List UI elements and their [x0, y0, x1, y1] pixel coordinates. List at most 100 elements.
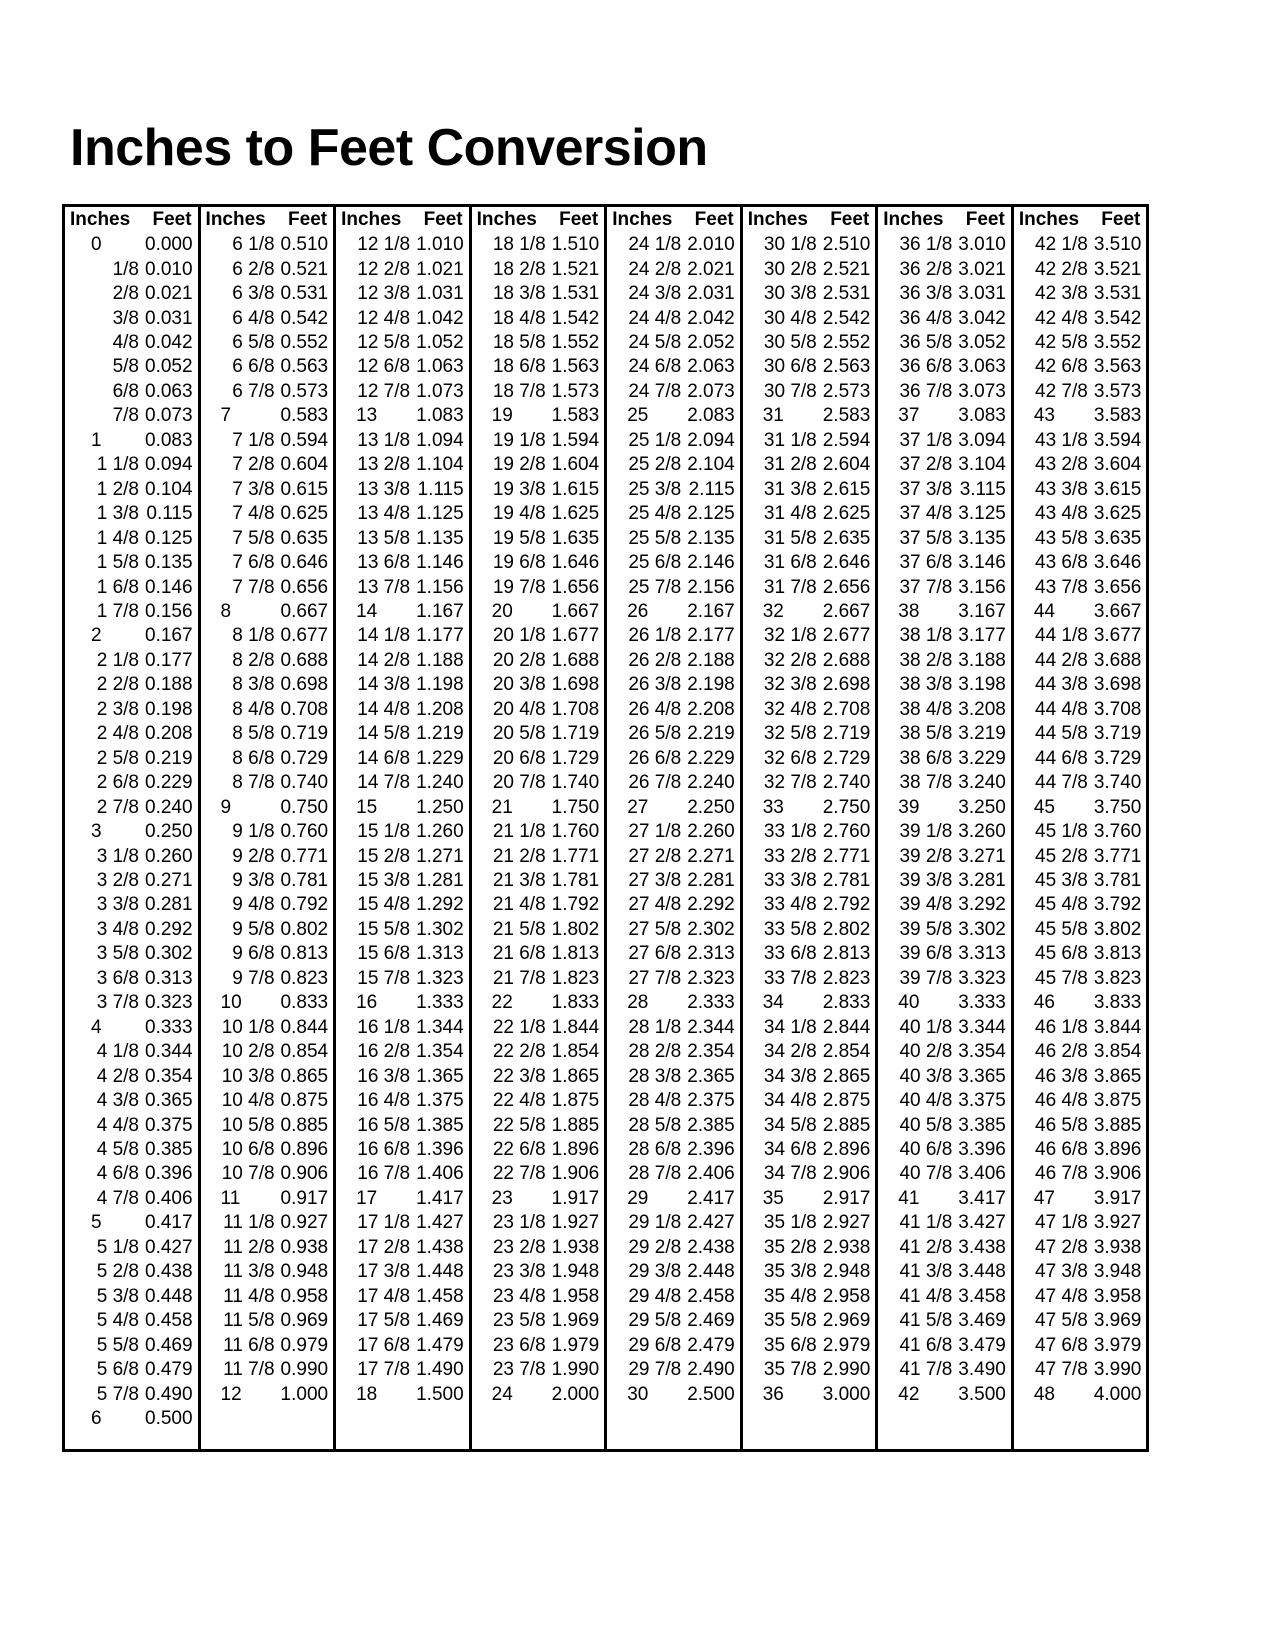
feet-cell: 1.208 — [416, 698, 464, 720]
table-row: 48 4.000 — [1014, 1382, 1147, 1406]
inches-cell: 35 — [762, 1187, 784, 1209]
feet-cell: 1.427 — [416, 1212, 464, 1234]
inches-cell: 32 7/8 — [763, 772, 817, 794]
feet-header: Feet — [830, 209, 870, 230]
feet-cell: 1.042 — [416, 307, 464, 329]
feet-cell: 3.031 — [958, 283, 1006, 305]
inches-cell: 36 4/8 — [899, 307, 953, 329]
table-row: 12 7/8 1.073 — [336, 380, 469, 404]
feet-cell: 1.385 — [416, 1114, 464, 1136]
table-row: 22 2/8 1.854 — [472, 1040, 605, 1064]
feet-cell: 0.615 — [280, 478, 329, 500]
feet-cell: 2.302 — [687, 918, 735, 940]
table-row: 1 3/8 0.115 — [65, 502, 198, 526]
table-row: 9 0.750 — [201, 795, 334, 819]
feet-cell: 2.635 — [822, 527, 871, 549]
table-row: 45 6/8 3.813 — [1014, 942, 1147, 966]
feet-cell: 3.146 — [958, 552, 1006, 574]
table-row: 19 3/8 1.615 — [472, 478, 605, 502]
feet-cell: 0.646 — [280, 552, 329, 574]
feet-cell: 2.833 — [822, 992, 871, 1014]
feet-cell: 3.844 — [1093, 1016, 1142, 1038]
column-header: Inches Feet — [336, 207, 469, 233]
feet-cell: 0.667 — [280, 601, 329, 623]
inches-cell: 30 — [627, 1383, 649, 1405]
inches-cell: 9 5/8 — [232, 918, 275, 940]
table-row: 33 3/8 2.781 — [743, 869, 876, 893]
table-row: 20 1.667 — [472, 600, 605, 624]
table-row: 5 6/8 0.479 — [65, 1358, 198, 1382]
inches-cell: 6 2/8 — [232, 258, 275, 280]
inches-cell: 45 7/8 — [1035, 967, 1088, 989]
feet-cell: 1.875 — [551, 1090, 600, 1112]
inches-cell: 25 5/8 — [628, 527, 682, 549]
inches-cell: 26 1/8 — [628, 625, 682, 647]
inches-cell: 46 3/8 — [1035, 1065, 1088, 1087]
feet-cell: 3.708 — [1093, 698, 1142, 720]
feet-cell: 2.938 — [822, 1236, 871, 1258]
table-row: 18 3/8 1.531 — [472, 282, 605, 306]
feet-cell: 0.865 — [280, 1065, 329, 1087]
inches-cell: 13 2/8 — [357, 454, 411, 476]
table-row: 27 2.250 — [607, 795, 740, 819]
inches-cell: 26 6/8 — [628, 747, 682, 769]
feet-cell: 3.688 — [1093, 649, 1142, 671]
table-row: 25 4/8 2.125 — [607, 502, 740, 526]
inches-cell: 46 6/8 — [1035, 1138, 1088, 1160]
table-row: 45 4/8 3.792 — [1014, 893, 1147, 917]
table-row: 29 3/8 2.448 — [607, 1260, 740, 1284]
table-row: 9 4/8 0.792 — [201, 893, 334, 917]
feet-cell: 3.333 — [958, 992, 1006, 1014]
inches-cell: 46 5/8 — [1035, 1114, 1088, 1136]
inches-cell: 8 — [220, 601, 232, 623]
feet-header: Feet — [1101, 209, 1141, 230]
inches-cell: 6 5/8 — [232, 332, 275, 354]
inches-cell: 25 — [627, 405, 649, 427]
feet-cell: 1.052 — [416, 332, 464, 354]
inches-cell: 22 7/8 — [492, 1163, 546, 1185]
table-row: 31 4/8 2.625 — [743, 502, 876, 526]
feet-cell: 0.250 — [145, 821, 193, 843]
inches-cell: 29 2/8 — [628, 1236, 682, 1258]
table-row: 15 1/8 1.260 — [336, 820, 469, 844]
table-row: 29 6/8 2.479 — [607, 1333, 740, 1357]
column-header: Inches Feet — [607, 207, 740, 233]
feet-cell: 2.094 — [687, 429, 735, 451]
table-row: 36 3/8 3.031 — [878, 282, 1011, 306]
feet-cell: 3.875 — [1093, 1090, 1142, 1112]
inches-cell: 21 5/8 — [492, 918, 546, 940]
feet-cell: 2.917 — [822, 1187, 871, 1209]
inches-cell: 22 3/8 — [492, 1065, 546, 1087]
inches-cell: 34 — [762, 992, 784, 1014]
inches-cell: 34 6/8 — [763, 1138, 817, 1160]
table-row: 38 7/8 3.240 — [878, 771, 1011, 795]
feet-cell: 1.813 — [551, 943, 600, 965]
inches-cell: 14 3/8 — [357, 674, 411, 696]
table-row: 7 3/8 0.615 — [201, 478, 334, 502]
feet-cell: 0.333 — [145, 1016, 193, 1038]
feet-cell: 0.125 — [145, 527, 193, 549]
feet-cell: 2.406 — [687, 1163, 735, 1185]
feet-cell: 0.677 — [280, 625, 329, 647]
inches-cell: 17 3/8 — [357, 1261, 411, 1283]
inches-cell: 31 — [762, 405, 784, 427]
feet-cell: 3.292 — [958, 894, 1006, 916]
feet-cell: 2.333 — [687, 992, 735, 1014]
inches-cell: 6 — [91, 1407, 102, 1429]
inches-cell: 30 1/8 — [763, 234, 817, 256]
feet-cell: 2.125 — [687, 503, 735, 525]
feet-cell: 0.073 — [145, 405, 193, 427]
table-row: 10 7/8 0.906 — [201, 1162, 334, 1186]
inches-cell: 46 — [1033, 992, 1055, 1014]
feet-cell: 3.750 — [1093, 796, 1142, 818]
feet-cell: 0.417 — [145, 1212, 193, 1234]
feet-cell: 0.792 — [280, 894, 329, 916]
feet-cell: 3.240 — [958, 772, 1006, 794]
table-row: 23 2/8 1.938 — [472, 1236, 605, 1260]
table-row: 46 3/8 3.865 — [1014, 1064, 1147, 1088]
inches-cell: 45 3/8 — [1035, 870, 1088, 891]
inches-cell: 39 — [898, 796, 920, 818]
feet-cell: 1.792 — [551, 894, 600, 916]
table-row: 15 5/8 1.302 — [336, 918, 469, 942]
inches-cell: 23 5/8 — [492, 1310, 546, 1332]
